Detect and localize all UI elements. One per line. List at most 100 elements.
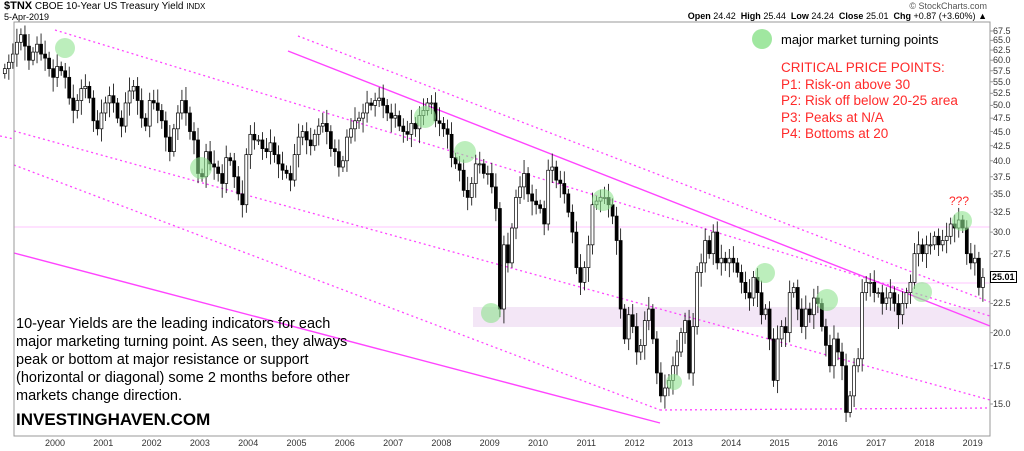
candle — [783, 326, 788, 334]
candle — [655, 338, 659, 374]
turning-point-marker-icon — [752, 29, 772, 49]
x-tick-label: 2013 — [672, 438, 693, 448]
upper-solid-trendline — [287, 50, 991, 327]
candle — [27, 45, 31, 61]
candle — [71, 97, 76, 111]
candle — [485, 173, 490, 175]
upper-outer-dotted-trendline — [297, 35, 991, 303]
candle — [924, 244, 929, 255]
y-tick-label: 60.0 — [993, 55, 1011, 66]
y-tick-label: 15.0 — [993, 399, 1011, 409]
y-tick-label: 27.5 — [993, 248, 1011, 259]
candle — [747, 292, 752, 299]
x-tick-label: 2000 — [44, 438, 66, 448]
candle — [79, 88, 84, 101]
candle — [650, 308, 655, 340]
candle — [115, 102, 120, 119]
candle — [6, 61, 11, 69]
y-tick-label: 50.0 — [993, 100, 1011, 111]
candle — [775, 338, 780, 381]
candle — [538, 204, 543, 209]
candle — [836, 338, 840, 353]
candle — [385, 105, 390, 114]
candle — [590, 204, 595, 246]
turning-point-marker — [816, 289, 838, 311]
critical-p1: P1: Risk-on above 30 — [781, 76, 911, 92]
candle — [272, 142, 277, 155]
x-tick-label: 2011 — [576, 438, 596, 448]
candle — [168, 136, 172, 152]
candle — [735, 262, 740, 273]
candle — [369, 102, 373, 106]
y-tick-label: 22.5 — [993, 298, 1011, 309]
y-tick-label: 42.5 — [993, 140, 1011, 151]
chart-date: 5-Apr-2019 — [4, 12, 50, 22]
candle — [646, 308, 651, 321]
candle — [723, 257, 728, 264]
candle — [288, 173, 293, 181]
candle — [437, 120, 442, 124]
candle — [473, 163, 478, 184]
x-tick-label: 2012 — [624, 438, 645, 448]
last-price-label: 25.01 — [990, 271, 1017, 283]
candle — [244, 154, 249, 206]
candle — [944, 235, 949, 241]
candle — [397, 115, 402, 127]
candle — [719, 257, 724, 264]
candle — [2, 68, 7, 74]
candle — [981, 276, 985, 288]
candle — [888, 292, 893, 299]
candle — [212, 163, 216, 168]
candle — [876, 292, 881, 295]
candle — [490, 173, 494, 188]
candle — [441, 123, 446, 130]
candle — [852, 365, 856, 397]
candle — [916, 244, 921, 255]
y-tick-label: 67.5 — [993, 26, 1011, 36]
close-label: Close — [838, 11, 864, 21]
candle — [840, 351, 844, 367]
candle — [763, 308, 768, 316]
candle — [95, 120, 100, 130]
candle — [880, 292, 885, 304]
candle — [163, 120, 168, 138]
candle — [759, 292, 764, 316]
candle — [659, 372, 663, 397]
candle — [872, 281, 877, 294]
middle-dotted-trendline — [13, 130, 991, 401]
candle — [465, 190, 470, 198]
y-tick-label: 55.0 — [993, 76, 1011, 87]
y-tick-label: 35.0 — [993, 188, 1011, 199]
candle — [522, 173, 526, 188]
candle — [377, 97, 381, 101]
turning-point-marker — [912, 282, 932, 302]
candle — [75, 100, 80, 111]
x-tick-label: 2017 — [866, 438, 887, 448]
candle — [711, 231, 716, 255]
candle — [856, 358, 860, 367]
candle — [284, 169, 289, 174]
candle — [457, 163, 462, 171]
turning-point-marker — [952, 211, 972, 231]
low-value: 24.24 — [811, 11, 834, 21]
candle — [345, 136, 349, 162]
x-tick-label: 2010 — [527, 438, 549, 448]
candle — [333, 148, 337, 152]
symbol: $TNX — [4, 0, 33, 12]
candle — [498, 208, 502, 310]
candle — [779, 326, 784, 340]
open-label: Open — [687, 11, 711, 21]
candle — [304, 131, 309, 141]
candle — [39, 43, 43, 55]
candle — [546, 169, 551, 225]
instrument-name: CBOE 10-Year US Treasury Yield — [34, 1, 184, 12]
candle — [292, 154, 297, 181]
candle — [445, 128, 450, 135]
candle — [35, 43, 39, 53]
candle — [691, 326, 695, 374]
candle — [155, 102, 160, 111]
candle — [31, 51, 35, 61]
candle — [256, 139, 261, 142]
turning-point-marker — [454, 141, 476, 163]
high-label: High — [740, 11, 761, 21]
